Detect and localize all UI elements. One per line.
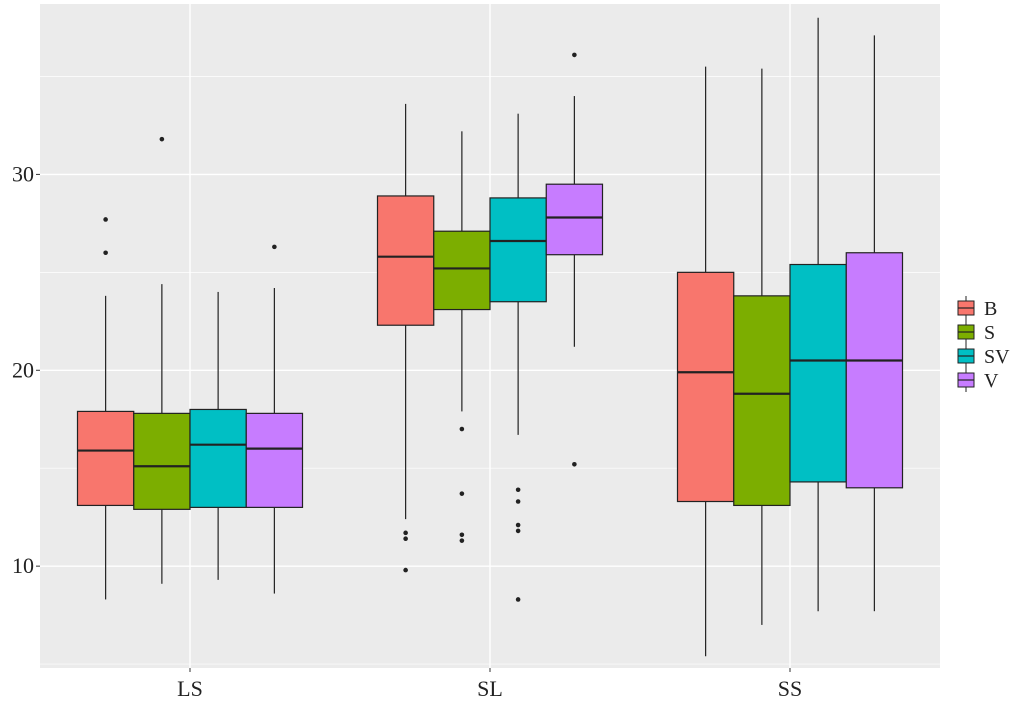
outlier-point — [103, 217, 108, 222]
outlier-point — [515, 499, 521, 504]
legend-item-S: S — [957, 320, 995, 344]
x-tick-label: LS — [177, 676, 203, 701]
outlier-point — [515, 528, 521, 534]
iqr-box — [433, 230, 491, 311]
outlier-point — [459, 491, 465, 496]
outlier-point — [515, 597, 521, 602]
outlier-point — [403, 536, 408, 542]
legend-label: B — [984, 298, 997, 320]
outlier-point — [459, 532, 465, 538]
iqr-box — [133, 412, 191, 510]
iqr-box — [545, 183, 604, 256]
iqr-box — [845, 252, 904, 489]
outlier-point — [572, 461, 577, 467]
outlier-point — [515, 522, 521, 528]
box-B-SL — [376, 103, 435, 573]
y-tick-label: 10 — [12, 553, 34, 578]
legend-label: S — [984, 322, 995, 344]
x-axis: LS SL SS — [177, 668, 802, 701]
y-tick-label: 30 — [12, 161, 34, 186]
box-B-LS — [76, 217, 135, 600]
outlier-point — [572, 52, 577, 58]
iqr-box — [789, 263, 847, 483]
box-SV-SS — [789, 17, 847, 612]
outlier-point — [459, 426, 465, 432]
iqr-box — [733, 295, 791, 507]
outlier-point — [159, 136, 165, 142]
legend-label: V — [984, 370, 999, 392]
outlier-point — [272, 244, 277, 250]
legend-item-B: B — [957, 296, 997, 320]
box-V-SS — [845, 35, 904, 612]
iqr-box — [376, 195, 435, 326]
legend-item-V: V — [957, 368, 999, 392]
x-tick-label: SL — [477, 676, 503, 701]
boxes-layer — [76, 17, 904, 657]
y-axis: 10 20 30 — [12, 161, 40, 578]
iqr-box — [189, 408, 247, 508]
box-S-SS — [733, 68, 791, 625]
outlier-point — [103, 250, 108, 256]
legend-item-SV: SV — [957, 344, 1010, 368]
box-B-SS — [676, 66, 735, 657]
y-tick-label: 20 — [12, 357, 34, 382]
iqr-box — [676, 271, 735, 503]
iqr-box — [489, 197, 547, 303]
box-SV-LS — [189, 291, 247, 580]
outlier-point — [403, 567, 408, 573]
iqr-box — [76, 410, 135, 507]
box-S-LS — [133, 136, 191, 584]
box-S-SL — [433, 131, 491, 543]
box-V-SL — [545, 52, 604, 467]
outlier-point — [459, 538, 465, 543]
box-V-LS — [245, 244, 304, 594]
x-tick-label: SS — [778, 676, 802, 701]
iqr-box — [245, 412, 304, 508]
outlier-point — [403, 530, 408, 536]
outlier-point — [515, 487, 521, 493]
legend-label: SV — [984, 346, 1010, 368]
box-SV-SL — [489, 113, 547, 602]
